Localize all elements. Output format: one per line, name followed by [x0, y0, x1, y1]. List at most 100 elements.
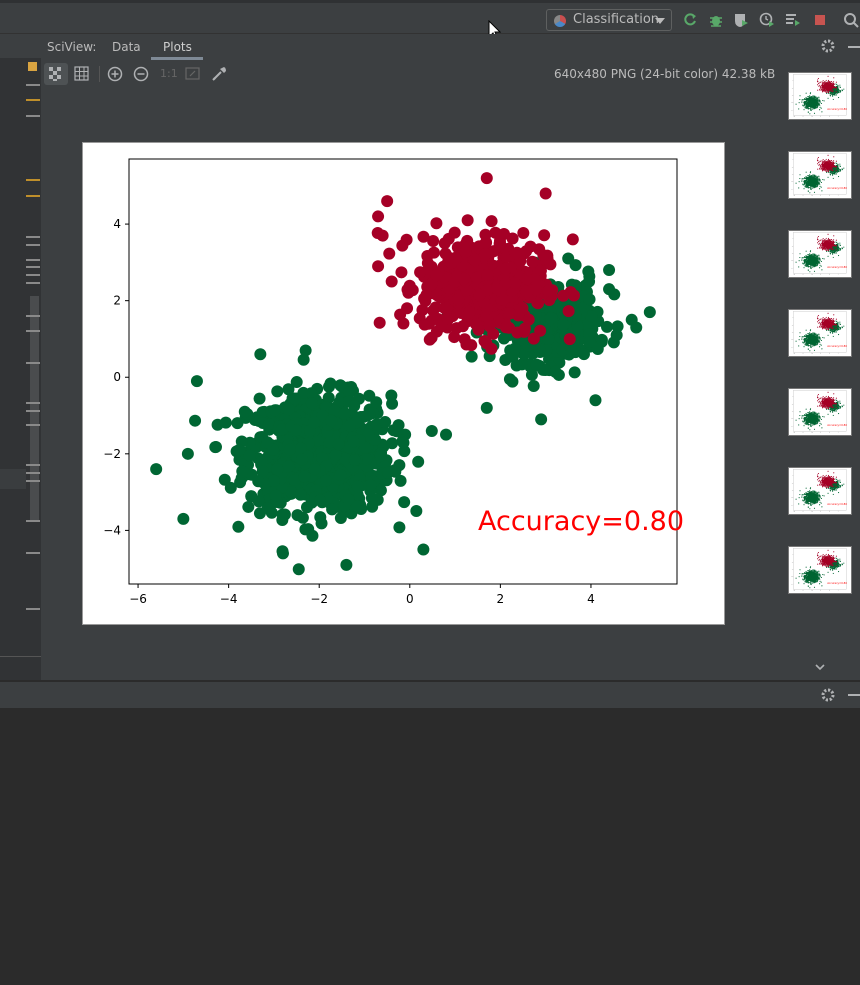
gutter-mark[interactable]: [26, 424, 40, 426]
scatter-point: [343, 386, 356, 399]
scatter-point: [823, 100, 825, 102]
scatter-point: [829, 90, 831, 92]
gutter-mark[interactable]: [26, 259, 40, 261]
scatter-point: [334, 469, 347, 482]
scatter-point: [803, 182, 805, 184]
chessboard-icon[interactable]: [47, 65, 65, 83]
gutter-mark[interactable]: [26, 330, 40, 332]
scatter-point: [823, 89, 825, 92]
gutter-mark[interactable]: [26, 274, 40, 276]
scatter-point: [224, 481, 237, 494]
gutter-mark[interactable]: [26, 244, 40, 246]
gutter-mark[interactable]: [26, 552, 40, 554]
scatter-point: [566, 233, 579, 246]
gutter-mark[interactable]: [26, 282, 40, 284]
scatter-point: [834, 87, 837, 89]
scatter-point: [829, 84, 831, 86]
concurrency-icon[interactable]: [785, 12, 801, 28]
scatter-point: [427, 234, 440, 247]
scatter-point: [805, 171, 807, 173]
actual-size-button[interactable]: 1:1: [160, 67, 178, 80]
grid-icon[interactable]: [73, 65, 91, 83]
scatter-point: [833, 89, 835, 91]
minimize-icon[interactable]: [848, 46, 860, 48]
scatter-point: [326, 503, 339, 516]
x-axis: −6 −4 −2 0 2 4: [129, 584, 595, 606]
scatter-point: [520, 245, 533, 258]
scatter-point: [807, 107, 810, 110]
rerun-icon[interactable]: [682, 12, 698, 28]
scatter-point: [823, 88, 825, 90]
scatter-point: [811, 98, 813, 100]
run-config-dropdown[interactable]: Classification: [546, 9, 672, 31]
scatter-point: [835, 81, 837, 83]
zoom-out-icon[interactable]: [132, 65, 150, 83]
scatter-point: [812, 181, 815, 183]
scatter-point: [813, 180, 815, 182]
scatter-point: [814, 100, 816, 103]
gutter-mark[interactable]: [26, 608, 40, 610]
scatter-point: [818, 175, 820, 177]
scatter-point: [374, 449, 387, 462]
accuracy-annotation: Accuracy=0.80: [478, 506, 684, 537]
gutter-mark[interactable]: [26, 480, 40, 482]
scatter-point: [506, 232, 519, 245]
gutter-mark[interactable]: [26, 402, 40, 404]
scatter-point: [438, 237, 451, 250]
gutter-mark[interactable]: [26, 195, 40, 197]
gutter-mark[interactable]: [26, 520, 40, 522]
coverage-icon[interactable]: [733, 12, 749, 28]
color-picker-icon[interactable]: [210, 65, 228, 83]
scatter-point: [479, 236, 492, 249]
scatter-point: [503, 307, 516, 320]
search-icon[interactable]: [843, 12, 859, 28]
scatter-point: [583, 293, 596, 306]
stop-icon[interactable]: [812, 12, 828, 28]
scatter-point: [811, 104, 814, 106]
scatter-point: [804, 185, 806, 187]
scatter-point: [458, 272, 471, 285]
gutter-mark[interactable]: [26, 410, 40, 412]
scatter-point: [795, 103, 797, 105]
scatter-point: [832, 93, 834, 95]
gutter-mark[interactable]: [26, 266, 40, 268]
scatter-point: [329, 449, 342, 462]
gutter-mark[interactable]: [26, 99, 40, 101]
gutter-mark[interactable]: [26, 179, 40, 181]
fit-zoom-icon[interactable]: [184, 65, 202, 83]
gutter-mark[interactable]: [26, 236, 40, 238]
scatter-point: [414, 266, 427, 279]
scatter-point: [430, 269, 443, 282]
scatter-point: [819, 84, 821, 86]
scatter-point: [440, 428, 453, 441]
gutter-mark[interactable]: [26, 84, 40, 86]
tab-data[interactable]: Data: [112, 40, 141, 54]
scatter-point: [836, 92, 839, 94]
debug-icon[interactable]: [708, 12, 724, 28]
scatter-point: [837, 97, 840, 99]
plot-thumbnail[interactable]: −6 −4 −2 0 2 4 −4 −2 0 2 4 Accuracy=0.80: [788, 151, 852, 199]
gutter-mark[interactable]: [26, 464, 40, 466]
profile-icon[interactable]: [759, 12, 775, 28]
plot-thumbnail[interactable]: −6 −4 −2 0 2 4 −4 −2 0 2 4 Accuracy=0.80: [788, 72, 852, 120]
scatter-point: [393, 521, 406, 534]
scatter-point: [809, 113, 811, 115]
scatter-point: [814, 179, 816, 182]
scatter-point: [809, 106, 811, 108]
tab-plots[interactable]: Plots: [163, 40, 192, 54]
gutter-mark[interactable]: [26, 115, 40, 117]
gutter-mark[interactable]: [26, 472, 40, 474]
scatter-point: [816, 105, 818, 107]
scatter-point: [243, 449, 256, 462]
scatter-point: [808, 97, 810, 100]
scrollbar-thumb[interactable]: [30, 296, 39, 522]
scatter-point: [817, 81, 819, 83]
gutter-mark[interactable]: [26, 315, 40, 317]
scatter-point: [821, 83, 823, 86]
scatter-point: [372, 260, 385, 273]
plot-image: −6 −4 −2 0 2 4 −4 −2 0 2 4 Accuracy=0.80: [82, 142, 725, 625]
gutter-mark[interactable]: [26, 362, 40, 364]
gear-icon[interactable]: [820, 38, 836, 54]
warning-marker[interactable]: [28, 62, 37, 71]
zoom-in-icon[interactable]: [106, 65, 124, 83]
